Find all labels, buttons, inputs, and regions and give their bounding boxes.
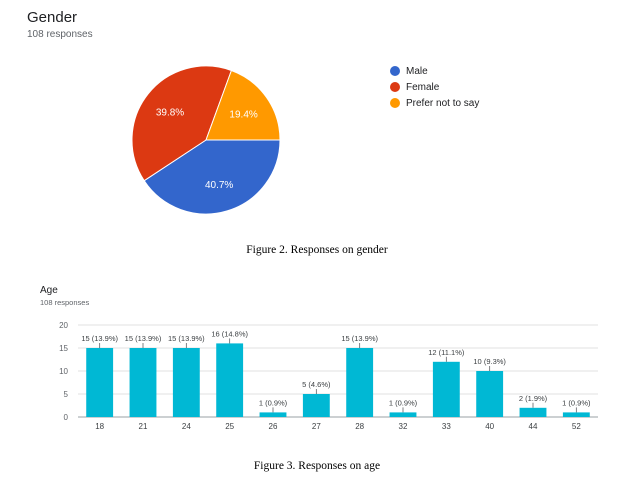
y-tick-label: 10: [59, 367, 68, 376]
age-title: Age: [40, 285, 58, 296]
bar-data-label-24: 15 (13.9%): [168, 334, 205, 343]
bar-data-label-21: 15 (13.9%): [125, 334, 162, 343]
pie-slice-label-prefer-not-to-say: 19.4%: [229, 110, 257, 121]
x-tick-label-27: 27: [312, 422, 321, 431]
gender-response-count: 108 responses: [27, 29, 93, 40]
bar-25: [216, 343, 244, 417]
pie-slice-prefer-not-to-say: [205, 69, 281, 141]
bar-data-label-25: 16 (14.8%): [211, 329, 248, 338]
legend-label-prefer-not-to-say: Prefer not to say: [406, 97, 480, 109]
bar-data-label-52: 1 (0.9%): [562, 398, 591, 407]
x-tick-label-25: 25: [225, 422, 234, 431]
bar-data-label-18: 15 (13.9%): [81, 334, 118, 343]
y-tick-label: 5: [64, 390, 69, 399]
gender-title: Gender: [27, 9, 78, 26]
bar-28: [346, 348, 374, 417]
x-tick-label-33: 33: [442, 422, 451, 431]
legend-swatch-male: [390, 66, 400, 76]
figure-2-caption: Figure 2. Responses on gender: [246, 244, 388, 256]
x-tick-label-24: 24: [182, 422, 191, 431]
bar-data-label-33: 12 (11.1%): [428, 348, 465, 357]
figure-3-caption: Figure 3. Responses on age: [253, 460, 381, 472]
bar-40: [476, 371, 504, 417]
legend-item-female: Female: [390, 79, 479, 95]
bar-data-label-32: 1 (0.9%): [389, 398, 418, 407]
gender-legend: Male Female Prefer not to say: [390, 63, 479, 111]
y-tick-label: 20: [59, 321, 68, 330]
legend-label-male: Male: [406, 65, 428, 77]
legend-item-male: Male: [390, 63, 479, 79]
pie-slice-label-female: 39.8%: [156, 108, 184, 119]
bar-27: [302, 394, 330, 417]
bar-26: [259, 412, 287, 417]
legend-swatch-prefer-not-to-say: [390, 98, 400, 108]
legend-item-prefer-not-to-say: Prefer not to say: [390, 95, 479, 111]
pie-slice-label-male: 40.7%: [205, 180, 233, 191]
x-tick-label-28: 28: [355, 422, 364, 431]
x-tick-label-40: 40: [485, 422, 494, 431]
legend-swatch-female: [390, 82, 400, 92]
x-tick-label-52: 52: [572, 422, 581, 431]
pie-slice-female: [131, 65, 233, 182]
bar-21: [129, 348, 157, 417]
bar-18: [86, 348, 114, 417]
bar-data-label-44: 2 (1.9%): [519, 394, 548, 403]
y-tick-label: 15: [59, 344, 68, 353]
bar-data-label-27: 5 (4.6%): [302, 380, 331, 389]
x-tick-label-18: 18: [95, 422, 104, 431]
bar-52: [562, 412, 590, 417]
x-tick-label-44: 44: [529, 422, 538, 431]
legend-label-female: Female: [406, 81, 440, 93]
bar-data-label-28: 15 (13.9%): [341, 334, 378, 343]
bar-32: [389, 412, 417, 417]
y-tick-label: 0: [64, 413, 69, 422]
x-tick-label-21: 21: [139, 422, 148, 431]
bar-24: [172, 348, 200, 417]
bar-33: [432, 361, 460, 417]
bar-data-label-40: 10 (9.3%): [473, 357, 506, 366]
age-response-count: 108 responses: [40, 298, 90, 307]
x-tick-label-32: 32: [399, 422, 408, 431]
bar-44: [519, 407, 547, 417]
x-tick-label-26: 26: [269, 422, 278, 431]
bar-data-label-26: 1 (0.9%): [259, 398, 288, 407]
